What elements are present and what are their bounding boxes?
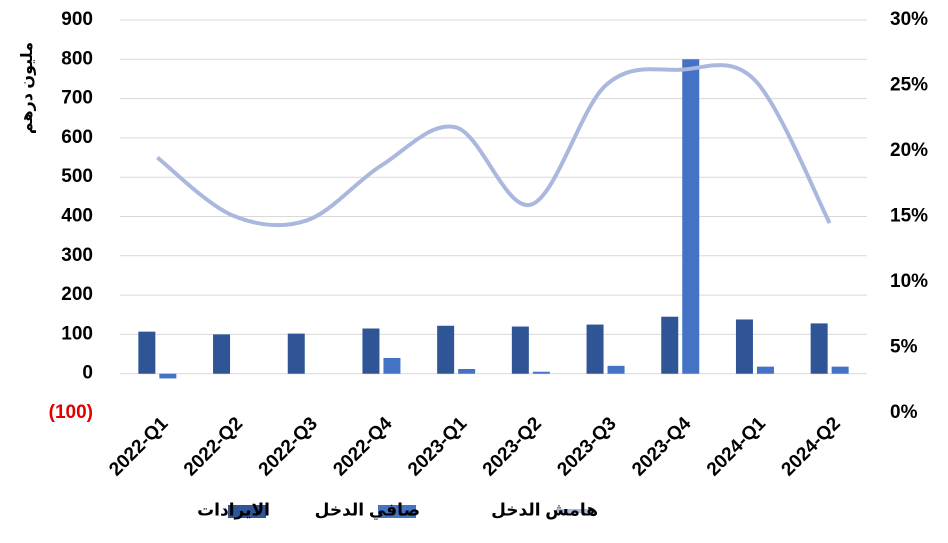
- bar: [458, 368, 476, 374]
- x-tick-label: 2022-Q1: [105, 413, 172, 480]
- bar: [511, 326, 529, 374]
- y2-tick-label: 0%: [890, 402, 918, 423]
- y-tick-label: 400: [61, 206, 93, 227]
- y-axis-label: مليون درهم: [19, 42, 36, 134]
- bar: [532, 371, 550, 374]
- y-tick-label: 500: [61, 166, 93, 187]
- bar: [437, 325, 455, 374]
- x-tick-label: 2024-Q1: [703, 413, 770, 480]
- y-tick-label: 300: [61, 245, 93, 266]
- legend-swatch: [228, 505, 266, 518]
- x-tick-label: 2023-Q4: [628, 413, 695, 480]
- legend-label: هامش الدخل: [491, 500, 598, 519]
- bar: [362, 328, 380, 374]
- bar: [213, 334, 231, 374]
- line: [156, 63, 832, 228]
- y-tick-label: 100: [61, 323, 93, 344]
- x-tick-label: 2022-Q3: [255, 413, 322, 480]
- bar: [383, 357, 401, 374]
- y2-tick-label: 10%: [890, 271, 928, 292]
- y2-tick-label: 30%: [890, 9, 928, 30]
- bar: [159, 373, 177, 379]
- bar: [831, 366, 849, 374]
- y-tick-label: 0: [82, 363, 93, 384]
- x-tick-label: 2024-Q2: [778, 413, 845, 480]
- x-tick-label: 2023-Q1: [404, 413, 471, 480]
- y-tick-label: 700: [61, 88, 93, 109]
- legend-swatch: [378, 505, 416, 518]
- y-tick-label: 800: [61, 48, 93, 69]
- y2-tick-label: 25%: [890, 75, 928, 96]
- bar: [607, 365, 625, 374]
- legend-label: صافي الدخل: [315, 500, 420, 520]
- y-tick-label: (100): [49, 402, 93, 423]
- y2-tick-label: 5%: [890, 337, 918, 358]
- legend-label: الايرادات: [197, 500, 270, 520]
- bar: [682, 59, 700, 374]
- y-tick-label: 600: [61, 127, 93, 148]
- x-tick-label: 2022-Q2: [180, 413, 247, 480]
- bar: [661, 316, 679, 374]
- x-tick-label: 2022-Q4: [329, 413, 396, 480]
- y-tick-label: 200: [61, 284, 93, 305]
- y-tick-label: 900: [61, 9, 93, 30]
- y2-tick-label: 15%: [890, 206, 928, 227]
- x-tick-label: 2023-Q3: [553, 413, 620, 480]
- bar: [810, 323, 828, 374]
- y2-tick-label: 20%: [890, 140, 928, 161]
- bar: [138, 331, 156, 374]
- bar: [735, 319, 753, 374]
- bar: [287, 333, 305, 374]
- bar: [586, 324, 604, 374]
- x-tick-label: 2023-Q2: [479, 413, 546, 480]
- bar: [756, 366, 774, 374]
